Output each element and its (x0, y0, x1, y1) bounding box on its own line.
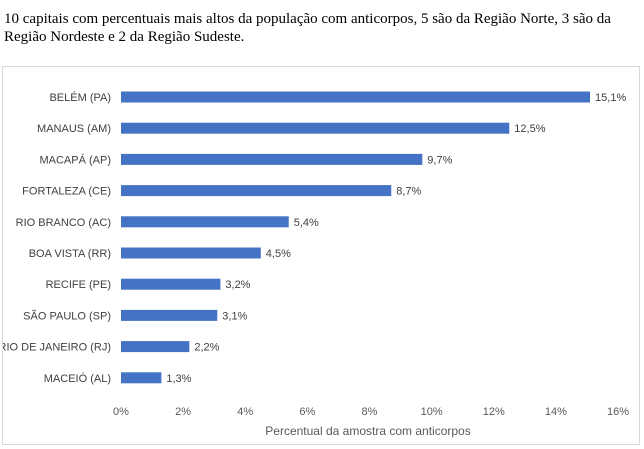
bar-chart: BELÉM (PA) 15,1% MANAUS (AM) 12,5% MACAPÁ (A… (0, 91, 629, 438)
category-label: RIO DE JANEIRO (RJ) (3, 342, 111, 354)
bar (121, 122, 510, 134)
figure-caption: 10 capitais com percentuais mais altos d… (4, 11, 611, 45)
labels-layer: BELÉM (PA) 15,1% MANAUS (AM) 12,5% MACAPÁ (A… (0, 91, 626, 385)
value-label: 8,7% (396, 186, 421, 198)
x-tick-label: 16% (607, 406, 629, 418)
chart-frame: BELÉM (PA) 15,1% MANAUS (AM) 12,5% MACAPÁ (A… (0, 66, 640, 445)
x-axis-title: Percentual da amostra com anticorpos (265, 424, 470, 438)
category-label: RIO BRANCO (AC) (16, 217, 111, 229)
bar (121, 185, 392, 197)
bar (121, 278, 221, 290)
category-label: MACEIÓ (AL) (44, 372, 111, 385)
bars-layer (121, 91, 591, 384)
category-label: MANAUS (AM) (37, 123, 111, 135)
x-tick-label: 10% (421, 406, 443, 418)
bar (121, 91, 591, 103)
value-label: 9,7% (427, 154, 452, 166)
category-label: SÃO PAULO (SP) (23, 309, 111, 322)
bar (121, 372, 162, 384)
value-label: 12,5% (514, 123, 545, 135)
category-label: MACAPÁ (AP) (39, 153, 111, 166)
x-tick-label: 8% (362, 406, 378, 418)
x-tick-label: 14% (545, 406, 567, 418)
value-label: 3,2% (225, 279, 250, 291)
bar (121, 153, 423, 165)
axis-layer: 0% 2% 4% 6% 8% 10% 12% 14% 16% (113, 406, 629, 418)
category-label: RECIFE (PE) (46, 279, 111, 291)
bar (121, 309, 218, 321)
x-tick-label: 2% (175, 406, 191, 418)
bar (121, 216, 289, 228)
x-tick-label: 6% (299, 406, 315, 418)
x-tick-label: 12% (483, 406, 505, 418)
x-tick-label: 4% (237, 406, 253, 418)
value-label: 15,1% (595, 92, 626, 104)
x-tick-label: 0% (113, 406, 129, 418)
category-label: BOA VISTA (RR) (29, 248, 111, 260)
category-label: FORTALEZA (CE) (22, 186, 111, 198)
value-label: 5,4% (294, 217, 319, 229)
value-label: 3,1% (222, 310, 247, 322)
value-label: 4,5% (266, 248, 291, 260)
bar (121, 341, 190, 353)
value-label: 2,2% (194, 342, 219, 354)
category-label: BELÉM (PA) (49, 91, 111, 104)
bar (121, 247, 261, 259)
value-label: 1,3% (166, 373, 191, 385)
